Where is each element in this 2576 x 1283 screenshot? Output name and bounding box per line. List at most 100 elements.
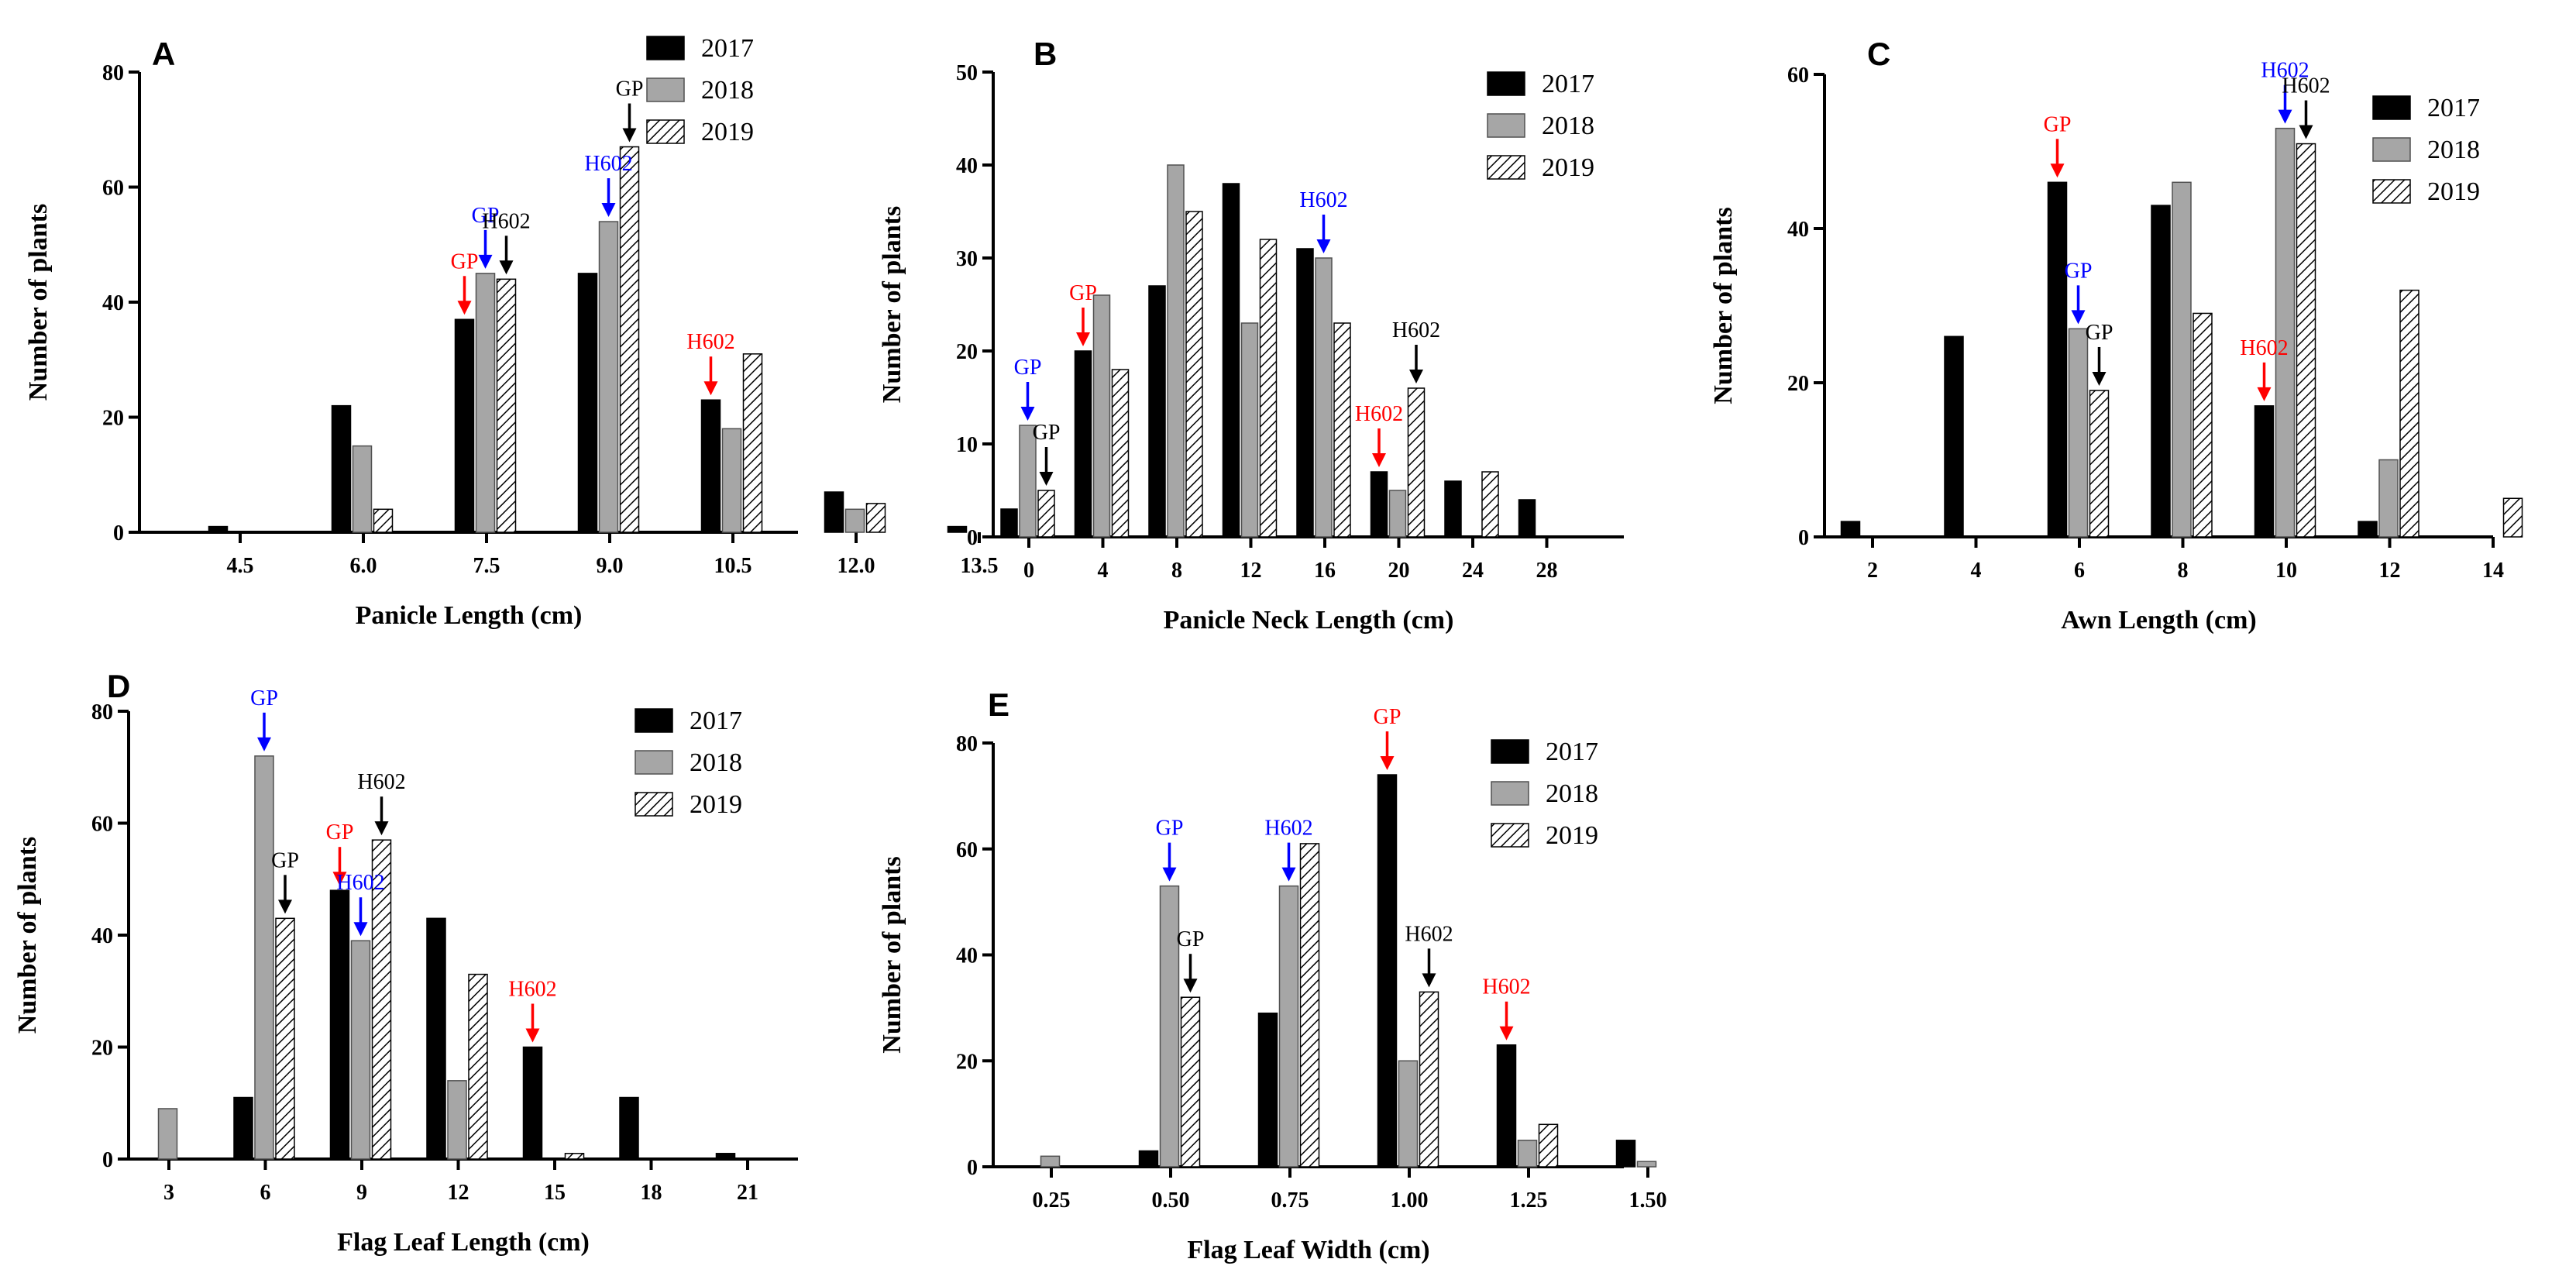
annotation-label: GP: [1177, 927, 1205, 951]
bar-2017: [824, 491, 844, 533]
legend-swatch-2017: [2372, 95, 2411, 120]
bar-2018: [1398, 1060, 1419, 1168]
annotation-arrow-head: [601, 203, 616, 218]
annotation-arrow-head: [257, 737, 271, 752]
annotation-arrow-head: [2278, 109, 2292, 124]
x-axis-label: Panicle Neck Length (cm): [1164, 606, 1454, 635]
bar-2018: [1240, 322, 1259, 538]
y-axis-label: Number of plants: [878, 206, 906, 403]
x-tick-label: 10.5: [714, 554, 752, 578]
bar-2018: [1278, 885, 1299, 1168]
bar-2019: [1259, 239, 1278, 538]
legend-swatch-2019: [635, 792, 673, 817]
bar-2019: [1419, 991, 1439, 1168]
bar-2017: [619, 1096, 639, 1160]
bar-2017: [2254, 405, 2275, 538]
legend-swatch-2018: [635, 750, 673, 775]
y-tick-label: 0: [967, 526, 978, 550]
y-tick-label: 80: [102, 61, 124, 85]
bar-2017: [208, 525, 229, 533]
y-tick-label: 40: [102, 291, 124, 315]
x-tick-label: 8: [1171, 559, 1182, 583]
annotation-label: H602: [686, 330, 734, 354]
annotation-arrow-head: [1499, 1026, 1514, 1041]
annotation-arrow-head: [499, 260, 514, 275]
y-tick-label: 0: [113, 521, 124, 545]
annotation-arrow-head: [2257, 387, 2272, 401]
bar-2017: [454, 318, 475, 533]
x-tick-label: 2: [1867, 559, 1878, 583]
y-tick-label: 10: [956, 433, 978, 457]
y-tick-label: 80: [91, 700, 113, 724]
bar-2018: [1159, 885, 1180, 1168]
bar-2017: [1296, 248, 1314, 538]
x-tick-label: 4.5: [227, 554, 254, 578]
bar-2019: [2399, 289, 2420, 538]
legend-label-2018: 2018: [1546, 779, 1598, 808]
x-tick-label: 1.00: [1391, 1188, 1429, 1212]
bar-2019: [619, 146, 640, 533]
y-tick-label: 0: [102, 1148, 113, 1172]
x-tick-label: 10: [2275, 559, 2297, 583]
legend-swatch-2018: [646, 77, 685, 102]
bar-2017: [426, 917, 446, 1160]
y-tick-label: 60: [956, 838, 978, 862]
annotation-label: H602: [1264, 817, 1312, 841]
bar-2018: [254, 755, 274, 1160]
legend-swatch-2017: [1491, 739, 1529, 764]
annotation-arrow-head: [1076, 332, 1090, 346]
bar-2019: [1333, 322, 1351, 538]
annotation-label: H602: [357, 770, 405, 794]
y-tick-label: 0: [967, 1156, 978, 1180]
bar-2018: [844, 508, 865, 533]
x-tick-label: 6.0: [350, 554, 377, 578]
chart-panel-b: B 0 10 20 30 40 50 Number of plants 0 4 8 12 16 20 24 2…: [878, 36, 1624, 635]
x-tick-label: 16: [1314, 559, 1336, 583]
legend-swatch-2018: [1491, 781, 1529, 806]
annotation-label: GP: [472, 204, 500, 228]
annotation-arrow-head: [1039, 472, 1054, 486]
bar-2017: [2151, 205, 2171, 538]
bar-2019: [2502, 497, 2523, 538]
legend-swatch-2017: [1487, 71, 1525, 96]
annotation-label: GP: [1033, 421, 1061, 445]
y-tick-label: 60: [91, 813, 113, 837]
y-tick-label: 20: [956, 340, 978, 364]
legend-label-2017: 2017: [690, 707, 742, 735]
bar-2017: [1615, 1140, 1636, 1168]
legend-label-2017: 2017: [2427, 94, 2480, 122]
x-tick-label: 12: [448, 1181, 469, 1205]
bar-2017: [233, 1096, 253, 1160]
legend-swatch-2019: [1491, 823, 1529, 848]
bar-2018: [157, 1108, 178, 1160]
bar-2017: [2358, 521, 2378, 538]
x-tick-label: 6: [2074, 559, 2085, 583]
chart-panel-a: A 0 20 40 60 80 Number of plants 4.5 6.0 7.5 9.0 10…: [24, 34, 999, 630]
legend-label-2018: 2018: [690, 748, 742, 777]
legend-swatch-2017: [646, 36, 685, 60]
annotation-arrow-head: [278, 899, 292, 914]
legend-swatch-2019: [646, 119, 685, 144]
bar-2019: [1185, 211, 1203, 538]
legend-swatch-2018: [1487, 113, 1525, 138]
annotation-arrow-head: [2050, 163, 2065, 178]
x-tick-label: 12: [2379, 559, 2401, 583]
bar-2019: [2089, 390, 2110, 538]
y-tick-label: 60: [102, 177, 124, 201]
bar-2018: [721, 428, 742, 533]
bar-2019: [1037, 490, 1055, 538]
bar-2018: [447, 1080, 467, 1160]
x-tick-label: 0.75: [1271, 1188, 1309, 1212]
panel-letter: B: [1033, 36, 1057, 72]
bar-2017: [1377, 774, 1398, 1168]
annotation-label: GP: [451, 249, 479, 273]
bar-2018: [1517, 1140, 1538, 1168]
annotation-arrow-head: [1422, 973, 1436, 988]
y-tick-label: 40: [956, 154, 978, 178]
bar-2017: [1370, 471, 1388, 538]
annotation-label: H602: [2240, 336, 2288, 360]
bar-2018: [352, 445, 373, 533]
annotation-arrow-head: [1020, 407, 1035, 421]
panel-letter: D: [107, 668, 130, 704]
bar-2017: [1000, 508, 1018, 538]
